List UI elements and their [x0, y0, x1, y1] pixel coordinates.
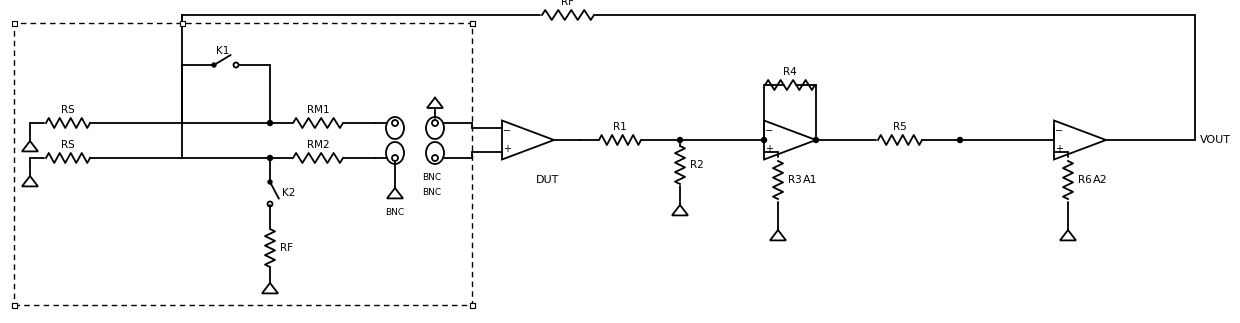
Text: RS: RS [61, 140, 74, 150]
Text: R2: R2 [689, 160, 704, 170]
Bar [470, 20, 475, 26]
Text: −: − [1055, 126, 1063, 136]
Text: R3: R3 [787, 175, 802, 185]
Bar [470, 303, 475, 307]
Text: RS: RS [61, 105, 74, 115]
Circle shape [268, 180, 272, 184]
Text: RF: RF [280, 243, 293, 253]
Bar [11, 303, 16, 307]
Text: A2: A2 [1092, 175, 1107, 185]
Text: BNC: BNC [386, 208, 404, 217]
Text: RM2: RM2 [306, 140, 330, 150]
Circle shape [268, 155, 273, 161]
Text: RM1: RM1 [306, 105, 330, 115]
Circle shape [677, 138, 682, 142]
Bar [11, 303, 16, 307]
Bar [470, 20, 475, 26]
Text: VOUT: VOUT [1200, 135, 1231, 145]
Text: DUT: DUT [537, 175, 559, 185]
Circle shape [268, 120, 273, 126]
Bar [14, 23, 472, 305]
Text: +: + [1055, 144, 1063, 154]
Text: R1: R1 [613, 122, 627, 132]
Text: −: − [503, 126, 511, 136]
Text: R6: R6 [1078, 175, 1091, 185]
Circle shape [761, 138, 766, 142]
Circle shape [813, 138, 818, 142]
Text: RF: RF [562, 0, 574, 7]
Bar [180, 20, 185, 26]
Text: BNC: BNC [423, 173, 441, 182]
Circle shape [212, 63, 216, 67]
Text: R5: R5 [893, 122, 906, 132]
Bar [11, 20, 16, 26]
Text: +: + [765, 144, 773, 154]
Circle shape [957, 138, 962, 142]
Text: BNC: BNC [423, 188, 441, 197]
Text: −: − [765, 126, 773, 136]
Text: K1: K1 [216, 46, 229, 56]
Text: K2: K2 [281, 188, 295, 198]
Text: +: + [503, 144, 511, 154]
Text: A1: A1 [802, 175, 817, 185]
Text: R4: R4 [784, 67, 797, 77]
Bar [470, 303, 475, 307]
